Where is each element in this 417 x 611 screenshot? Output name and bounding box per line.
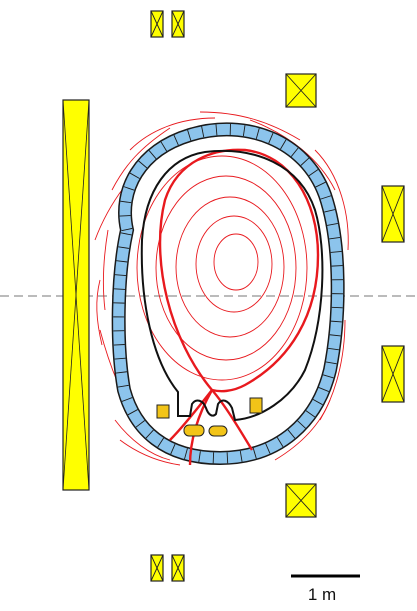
pf-coil-top-left: [150, 10, 164, 38]
pf-coil-outer-lower-mid: [381, 345, 405, 403]
pf-coil-bottom-right: [171, 554, 185, 582]
scale-bar-label: 1 m: [308, 585, 336, 604]
pf-coil-bottom-left: [150, 554, 164, 582]
pf-coil-lower-outer: [285, 483, 317, 518]
central-solenoid: [62, 99, 90, 491]
vacuum-vessel: [111, 122, 345, 466]
pf-coil-upper-outer: [285, 73, 317, 108]
flux-surfaces: [136, 155, 308, 381]
pf-coil-top-right: [171, 10, 185, 38]
first-wall-outline: [140, 150, 324, 422]
separatrix: [158, 148, 320, 466]
divertor-coils: [156, 397, 263, 437]
pf-coil-outer-upper-mid: [381, 185, 405, 243]
scale-bar: 1 m: [291, 574, 360, 604]
